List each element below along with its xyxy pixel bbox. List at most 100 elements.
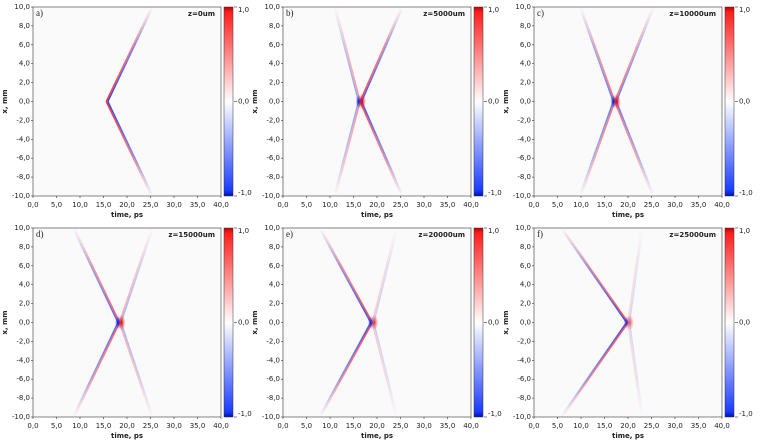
panel-label: b) — [286, 8, 294, 18]
x-tick-label: 40,0 — [714, 201, 730, 209]
x-tick-label: 20,0 — [119, 201, 135, 209]
x-tick-label: 40,0 — [463, 422, 479, 430]
x-tick-label: 35,0 — [691, 201, 707, 209]
stripe-blue — [120, 227, 154, 323]
stripe-blue — [560, 322, 627, 418]
stripe-blue — [615, 101, 655, 197]
stripe-blue — [578, 101, 614, 197]
stripe-red — [319, 322, 374, 418]
y-tick-label: 10,0 — [14, 3, 30, 11]
annotation: z=25000um — [669, 231, 716, 239]
annotation: z=5000um — [423, 10, 465, 18]
colorbar-tick-label: 0,0 — [739, 319, 750, 327]
x-tick-label: 30,0 — [166, 422, 182, 430]
y-tick-label: -4,0 — [517, 135, 531, 143]
colorbar — [473, 6, 484, 197]
x-tick-label: 30,0 — [416, 422, 432, 430]
x-tick-label: 10,0 — [322, 422, 338, 430]
colorbar-tick-label: 0,0 — [488, 98, 499, 106]
stripe-red — [319, 227, 374, 323]
x-tick-label: 10,0 — [573, 422, 589, 430]
y-tick-label: -8,0 — [266, 173, 280, 181]
panel: 0,0 5,0 10,0 15,0 20,0 25,0 30,0 35,0 40,0 -10,0 -… — [502, 3, 753, 219]
y-tick-label: -6,0 — [517, 154, 531, 162]
x-axis-label: time, ps — [612, 211, 644, 219]
x-axis-label: time, ps — [361, 432, 393, 440]
y-tick-label: -10,0 — [262, 192, 280, 200]
stripe-red — [614, 101, 654, 197]
stripe-red — [614, 6, 654, 102]
x-tick-label: 35,0 — [440, 422, 456, 430]
x-tick-label: 10,0 — [322, 201, 338, 209]
x-tick-label: 20,0 — [620, 422, 636, 430]
y-tick-label: 0,0 — [19, 319, 30, 327]
y-tick-label: 6,0 — [520, 262, 531, 270]
y-tick-label: -2,0 — [517, 337, 531, 345]
panel-label: d) — [36, 229, 44, 239]
peak-blue — [355, 94, 362, 109]
x-tick-label: 5,0 — [301, 201, 312, 209]
stripe-blue — [628, 322, 644, 418]
colorbar-tick-label: 1,0 — [488, 227, 499, 235]
x-tick-label: 0,0 — [27, 422, 38, 430]
y-tick-label: -8,0 — [16, 394, 30, 402]
colorbar-tick-label: 1,0 — [488, 6, 499, 14]
x-tick-label: 10,0 — [72, 201, 88, 209]
stripe-red — [580, 101, 616, 197]
stripe-blue — [615, 6, 655, 102]
stripe-blue — [628, 227, 644, 323]
y-tick-label: -6,0 — [517, 375, 531, 383]
peak-blue — [367, 315, 374, 330]
stripe-blue — [361, 6, 404, 102]
stripe-blue — [72, 227, 119, 323]
stripe-red — [580, 6, 616, 102]
x-tick-label: 5,0 — [301, 422, 312, 430]
panel-label: e) — [286, 229, 293, 239]
peak-blue — [114, 315, 121, 330]
colorbar-tick-label: 0,0 — [238, 98, 249, 106]
stripe-red — [561, 227, 629, 323]
stripe-blue — [578, 6, 614, 102]
stripe-blue — [373, 322, 399, 418]
stripe-red — [334, 101, 361, 197]
y-tick-label: 10,0 — [264, 224, 280, 232]
y-tick-label: -6,0 — [16, 375, 30, 383]
x-axis-label: time, ps — [612, 432, 644, 440]
x-tick-label: 40,0 — [463, 201, 479, 209]
y-axis-label: x, mm — [251, 89, 259, 113]
panel: 0,0 5,0 10,0 15,0 20,0 25,0 30,0 35,0 40,0 -10,0 -… — [251, 224, 502, 440]
x-tick-label: 40,0 — [213, 201, 229, 209]
stripe-red — [371, 322, 397, 418]
x-tick-label: 35,0 — [190, 422, 206, 430]
colorbar-tick-label: 1,0 — [739, 6, 750, 14]
y-tick-label: -4,0 — [16, 356, 30, 364]
y-axis-label: x, mm — [1, 310, 9, 334]
y-tick-label: -10,0 — [12, 192, 30, 200]
annotation: z=20000um — [418, 231, 465, 239]
y-tick-label: 10,0 — [515, 224, 531, 232]
y-tick-label: 0,0 — [269, 98, 280, 106]
stripe-blue — [333, 101, 360, 197]
x-tick-label: 20,0 — [369, 201, 385, 209]
y-tick-label: 2,0 — [520, 300, 531, 308]
y-tick-label: 8,0 — [19, 243, 30, 251]
x-tick-label: 15,0 — [346, 422, 362, 430]
x-tick-label: 40,0 — [714, 422, 730, 430]
y-tick-label: -4,0 — [16, 135, 30, 143]
stripe-red — [359, 101, 403, 197]
x-tick-label: 25,0 — [143, 422, 159, 430]
colorbar — [473, 227, 484, 418]
annotation: z=15000um — [168, 231, 215, 239]
x-tick-label: 30,0 — [667, 422, 683, 430]
panel-label: c) — [537, 8, 544, 18]
x-tick-label: 5,0 — [51, 201, 62, 209]
y-tick-label: 4,0 — [19, 60, 30, 68]
y-tick-label: 0,0 — [19, 98, 30, 106]
y-tick-label: 2,0 — [269, 79, 280, 87]
y-tick-label: 4,0 — [520, 281, 531, 289]
x-axis-label: time, ps — [111, 432, 143, 440]
stripe-blue — [361, 101, 404, 197]
y-tick-label: -2,0 — [16, 116, 30, 124]
panel-label: f) — [537, 229, 543, 239]
